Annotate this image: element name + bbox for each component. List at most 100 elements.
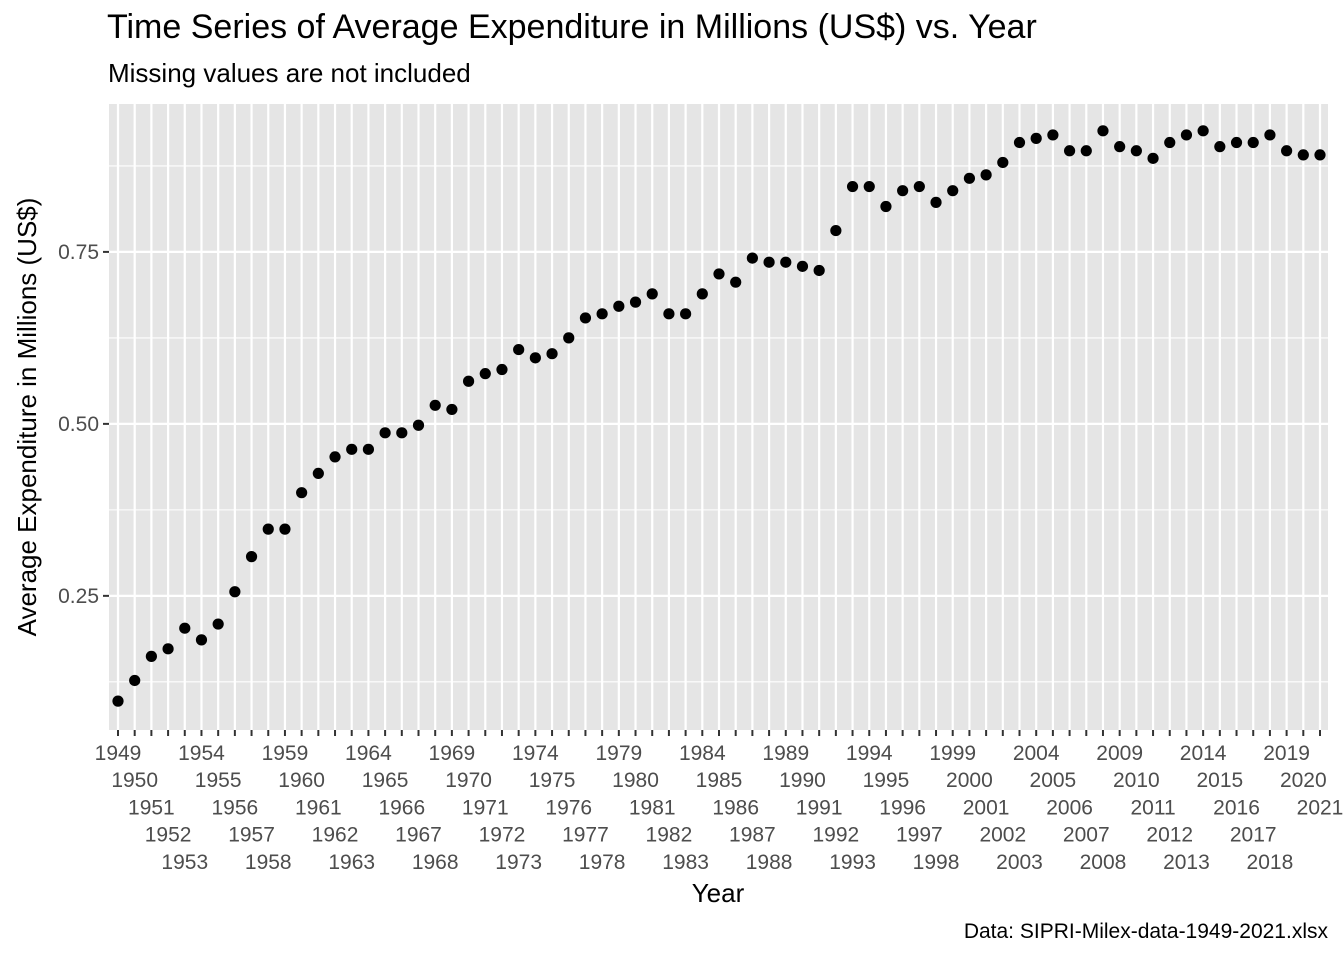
data-point xyxy=(1097,125,1109,137)
x-tick-label: 1988 xyxy=(746,851,793,874)
data-point xyxy=(229,586,241,598)
x-tick-label: 1993 xyxy=(829,851,876,874)
x-tick-label: 1953 xyxy=(161,851,208,874)
data-point xyxy=(997,156,1009,169)
x-tick-label: 1971 xyxy=(462,796,509,819)
data-point xyxy=(1180,129,1193,141)
x-tick-label: 1949 xyxy=(95,742,142,765)
data-point xyxy=(1030,132,1042,144)
data-point xyxy=(613,300,625,312)
x-tick-label: 2012 xyxy=(1146,824,1193,847)
y-axis: 0.25 0.50 0.75 xyxy=(58,241,109,608)
x-tick-label: 1977 xyxy=(562,824,609,847)
x-tick-label: 1964 xyxy=(345,742,392,765)
x-tick-label: 2005 xyxy=(1030,769,1077,792)
data-point xyxy=(980,169,992,181)
x-tick-label: 2020 xyxy=(1280,769,1327,792)
data-point xyxy=(479,368,491,380)
data-point xyxy=(195,634,208,646)
data-point xyxy=(1281,145,1293,157)
x-tick-label: 1950 xyxy=(111,769,158,792)
chart-subtitle: Missing values are not included xyxy=(108,58,471,88)
data-point xyxy=(412,419,425,431)
x-tick-label: 1999 xyxy=(929,742,976,765)
data-point xyxy=(162,643,174,655)
data-point xyxy=(312,467,324,480)
x-tick-label: 2017 xyxy=(1230,824,1277,847)
data-point xyxy=(947,185,959,197)
data-point xyxy=(1114,141,1126,153)
x-tick-label: 1952 xyxy=(145,824,192,847)
x-tick-label: 1976 xyxy=(545,796,592,819)
x-tick-label: 2010 xyxy=(1113,769,1160,792)
data-point xyxy=(1164,136,1176,149)
data-point xyxy=(746,252,758,264)
x-tick-label: 1966 xyxy=(378,796,425,819)
data-point xyxy=(496,363,508,376)
data-point xyxy=(245,551,258,563)
data-point xyxy=(279,523,291,535)
x-tick-label: 1992 xyxy=(813,824,860,847)
x-tick-label: 2016 xyxy=(1213,796,1260,819)
x-tick-label: 1986 xyxy=(712,796,759,819)
x-tick-label: 2002 xyxy=(979,824,1026,847)
data-point xyxy=(1013,136,1026,149)
x-tick-label: 2021 xyxy=(1297,796,1344,819)
x-tick-label: 2001 xyxy=(963,796,1010,819)
data-point xyxy=(1264,129,1276,141)
data-point xyxy=(546,348,558,360)
data-point xyxy=(446,403,458,416)
data-point xyxy=(796,260,809,272)
x-tick-label: 1970 xyxy=(445,769,492,792)
x-tick-label: 1982 xyxy=(646,824,693,847)
x-tick-label: 1996 xyxy=(879,796,926,819)
data-point xyxy=(1047,129,1059,141)
data-point xyxy=(629,296,642,308)
x-tick-label: 1951 xyxy=(128,796,175,819)
x-tick-label: 1995 xyxy=(863,769,910,792)
data-point xyxy=(429,399,441,411)
x-tick-label: 2015 xyxy=(1196,769,1243,792)
x-tick-label: 1987 xyxy=(729,824,776,847)
data-point xyxy=(680,308,692,320)
x-tick-label: 1968 xyxy=(412,851,459,874)
data-point xyxy=(329,451,341,463)
y-axis-title: Average Expenditure in Millions (US$) xyxy=(12,198,42,637)
data-point xyxy=(813,264,825,277)
x-tick-label: 1989 xyxy=(762,742,809,765)
data-point xyxy=(863,180,875,193)
data-point xyxy=(129,674,141,687)
data-point xyxy=(830,224,842,237)
data-point xyxy=(930,196,942,208)
data-point xyxy=(379,427,391,439)
data-point xyxy=(730,276,742,288)
data-point xyxy=(579,312,592,324)
data-point xyxy=(362,443,375,455)
x-tick-label: 2014 xyxy=(1180,742,1227,765)
x-tick-label: 1962 xyxy=(312,824,359,847)
data-points xyxy=(112,125,1326,707)
data-point xyxy=(880,200,892,213)
x-tick-label: 2019 xyxy=(1263,742,1310,765)
x-tick-label: 2004 xyxy=(1013,742,1060,765)
x-tick-label: 2006 xyxy=(1046,796,1093,819)
x-axis: 1949 1950 1951 1952 1953 1954 1955 1956 1957 1958… xyxy=(95,730,1344,874)
data-point xyxy=(663,308,675,320)
data-point xyxy=(396,427,408,439)
x-tick-label: 2011 xyxy=(1130,796,1175,819)
x-tick-label: 1994 xyxy=(846,742,893,765)
x-tick-label: 2003 xyxy=(996,851,1043,874)
data-point xyxy=(1247,136,1259,149)
data-point xyxy=(296,487,308,499)
x-tick-label: 1960 xyxy=(278,769,325,792)
y-tick-label: 0.75 xyxy=(58,241,99,264)
data-point xyxy=(713,268,725,280)
data-point xyxy=(1214,141,1226,153)
data-point xyxy=(1080,145,1092,157)
x-tick-label: 1984 xyxy=(679,742,726,765)
chart-title: Time Series of Average Expenditure in Mi… xyxy=(107,8,1037,46)
data-point xyxy=(646,288,658,300)
x-tick-label: 2000 xyxy=(946,769,993,792)
data-point xyxy=(179,622,191,634)
data-point xyxy=(1197,125,1209,137)
